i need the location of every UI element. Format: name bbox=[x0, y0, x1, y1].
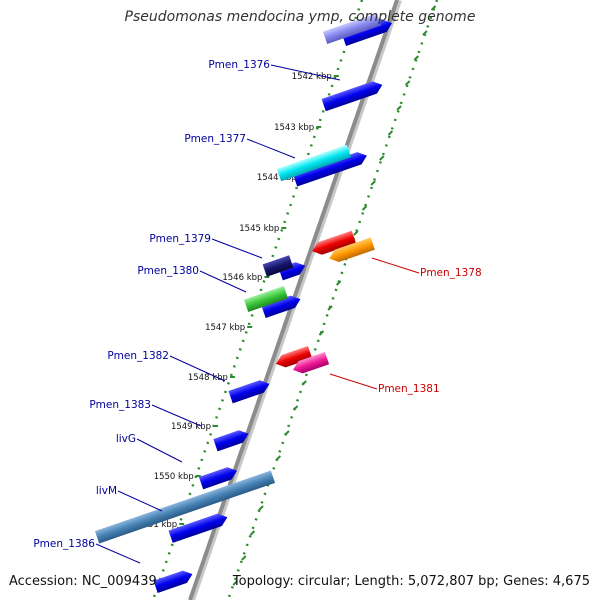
kbp-labels: 1542 kbp 1543 kbp 1544 kbp 1545 kbp 1546 kbp… bbox=[137, 72, 332, 530]
track-tick bbox=[396, 105, 402, 111]
leader-line bbox=[151, 404, 202, 427]
genome-summary: Topology: circular; Length: 5,072,807 bp… bbox=[232, 574, 590, 589]
accession-text: Accession: NC_009439 bbox=[9, 574, 157, 589]
gene-arrow bbox=[292, 152, 367, 187]
gene-label[interactable]: Pmen_1381 bbox=[378, 383, 440, 395]
gene-arrow bbox=[228, 380, 270, 404]
leader-line bbox=[169, 355, 226, 382]
gene-arrow-pink bbox=[292, 351, 330, 374]
track-tick bbox=[284, 430, 290, 436]
track-tick bbox=[301, 380, 307, 386]
gene-label[interactable]: Pmen_1386 bbox=[33, 538, 95, 550]
track-tick bbox=[370, 180, 376, 186]
track-tick bbox=[430, 5, 437, 11]
gene-label[interactable]: Pmen_1377 bbox=[184, 133, 246, 145]
track-tick bbox=[379, 155, 385, 161]
leader-line bbox=[95, 543, 141, 564]
gene-leader-lines bbox=[95, 64, 420, 564]
track-tick bbox=[387, 130, 394, 136]
gene-arrow-cyan bbox=[276, 144, 352, 182]
gene-arrow bbox=[213, 430, 249, 452]
gene-arrow bbox=[153, 570, 193, 594]
gene-arrow-red bbox=[312, 230, 356, 255]
gene-label[interactable]: Pmen_1383 bbox=[89, 399, 151, 411]
track-tick bbox=[422, 30, 428, 36]
kbp-label: 1547 kbp bbox=[205, 323, 245, 333]
gene-arrow-orange bbox=[329, 237, 375, 263]
gene-arrow bbox=[321, 81, 383, 112]
gene-arrow bbox=[198, 467, 237, 490]
gene-arrow-lavender bbox=[322, 13, 382, 44]
gene-arrow bbox=[261, 295, 301, 319]
leader-line bbox=[199, 270, 247, 293]
gene-label[interactable]: livG bbox=[116, 433, 136, 445]
gene-arrow bbox=[168, 513, 228, 543]
gene-label[interactable]: Pmen_1378 bbox=[420, 267, 482, 279]
gene-arrow-green bbox=[244, 286, 288, 312]
kbp-label: 1551 kbp bbox=[137, 520, 177, 530]
track-tick bbox=[327, 305, 333, 311]
kbp-label: 1550 kbp bbox=[154, 472, 194, 482]
gene-label[interactable]: Pmen_1379 bbox=[149, 233, 211, 245]
leader-line bbox=[270, 64, 341, 81]
kbp-label: 1542 kbp bbox=[292, 72, 332, 82]
track-tick bbox=[413, 55, 420, 61]
track-tick bbox=[404, 80, 411, 86]
kbp-label: 1545 kbp bbox=[239, 224, 279, 234]
gene-features bbox=[94, 13, 393, 594]
track-tick bbox=[353, 230, 359, 236]
gene-labels: Pmen_1376 Pmen_1377 Pmen_1379 Pmen_1380 Pmen… bbox=[33, 59, 481, 550]
track-tick bbox=[292, 405, 299, 411]
leader-line bbox=[246, 138, 296, 159]
leader-line bbox=[136, 438, 183, 463]
kbp-label: 1544 kbp bbox=[257, 173, 297, 183]
gene-arrow-steel bbox=[94, 470, 276, 544]
track-tick bbox=[318, 330, 325, 336]
gene-label[interactable]: Pmen_1380 bbox=[137, 265, 199, 277]
track-tick bbox=[232, 580, 238, 586]
kbp-label: 1546 kbp bbox=[222, 273, 262, 283]
track-tick bbox=[335, 280, 342, 286]
kbp-label: 1549 kbp bbox=[171, 422, 211, 432]
genome-title: Pseudomonas mendocina ymp, complete geno… bbox=[124, 9, 476, 25]
track-tick bbox=[361, 205, 368, 211]
kbp-label: 1543 kbp bbox=[274, 123, 314, 133]
gene-label[interactable]: Pmen_1376 bbox=[208, 59, 270, 71]
kbp-label: 1548 kbp bbox=[188, 373, 228, 383]
leader-line bbox=[211, 238, 263, 259]
gene-arrow-navy bbox=[262, 255, 294, 277]
track-tick bbox=[275, 455, 282, 461]
gene-arrow bbox=[341, 19, 393, 46]
leader-line bbox=[329, 373, 378, 390]
gene-label[interactable]: Pmen_1382 bbox=[107, 350, 169, 362]
leader-line bbox=[117, 490, 163, 512]
gene-label[interactable]: livM bbox=[96, 485, 117, 497]
gene-arrow-red bbox=[275, 345, 313, 368]
track-tick bbox=[241, 555, 247, 561]
track-tick bbox=[249, 530, 256, 536]
leader-line bbox=[371, 257, 420, 274]
track-tick bbox=[258, 505, 264, 511]
